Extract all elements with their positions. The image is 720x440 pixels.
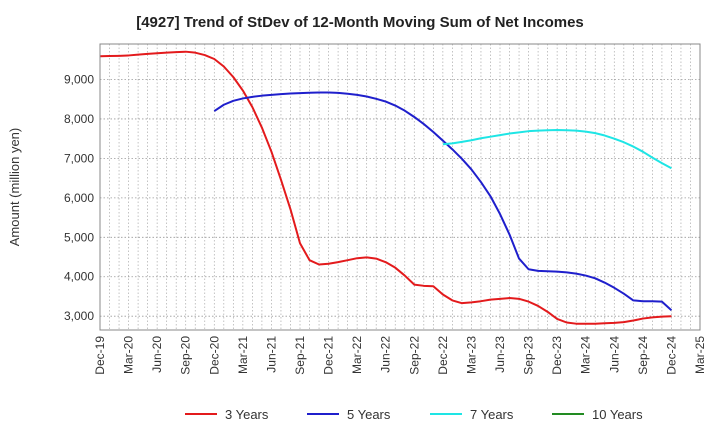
- legend-label-3-years: 3 Years: [225, 407, 269, 422]
- chart-title: [4927] Trend of StDev of 12-Month Moving…: [136, 14, 584, 31]
- grid: [100, 44, 700, 330]
- x-tick-labels: Dec-19 Mar-20 Jun-20 Sep-20 Dec-20 Mar-21 Jun-…: [93, 336, 707, 375]
- y-tick-label: 7,000: [64, 151, 94, 165]
- y-axis-label: Amount (million yen): [7, 128, 22, 247]
- x-tick-label: Sep-21: [293, 336, 307, 375]
- x-tick-label: Mar-25: [693, 336, 707, 374]
- y-tick-label: 5,000: [64, 230, 94, 244]
- x-tick-label: Jun-23: [493, 336, 507, 373]
- x-tick-label: Dec-19: [93, 336, 107, 375]
- x-tick-label: Jun-21: [264, 336, 278, 373]
- legend-label-10-years: 10 Years: [592, 407, 643, 422]
- x-tick-label: Dec-24: [664, 336, 678, 375]
- x-tick-label: Mar-20: [122, 336, 136, 374]
- y-tick-label: 4,000: [64, 270, 94, 284]
- x-tick-label: Sep-24: [636, 336, 650, 375]
- x-tick-label: Dec-21: [322, 336, 336, 375]
- x-tick-label: Mar-23: [464, 336, 478, 374]
- series-lines: [99, 50, 673, 325]
- legend: 3 Years 5 Years 7 Years 10 Years: [185, 407, 643, 422]
- y-tick-label: 9,000: [64, 73, 94, 87]
- y-tick-label: 6,000: [64, 191, 94, 205]
- legend-label-7-years: 7 Years: [470, 407, 514, 422]
- plot-border: [99, 43, 701, 331]
- series-line-3-years: [99, 50, 672, 325]
- x-tick-label: Dec-23: [550, 336, 564, 375]
- x-tick-label: Dec-22: [436, 336, 450, 375]
- x-tick-label: Sep-22: [407, 336, 421, 375]
- series-line-7-years: [442, 129, 672, 170]
- x-tick-label: Sep-23: [522, 336, 536, 375]
- x-tick-label: Mar-21: [236, 336, 250, 374]
- series-line-5-years: [213, 91, 673, 312]
- x-tick-label: Jun-24: [607, 336, 621, 373]
- x-tick-label: Mar-22: [350, 336, 364, 374]
- y-tick-label: 3,000: [64, 309, 94, 323]
- x-tick-label: Jun-22: [379, 336, 393, 373]
- x-tick-label: Dec-20: [207, 336, 221, 375]
- legend-label-5-years: 5 Years: [347, 407, 391, 422]
- x-tick-label: Sep-20: [179, 336, 193, 375]
- y-tick-labels: 3,000 4,000 5,000 6,000 7,000 8,000 9,000: [64, 73, 94, 324]
- plot-area: [99, 43, 701, 331]
- y-tick-label: 8,000: [64, 112, 94, 126]
- x-tick-label: Mar-24: [579, 336, 593, 374]
- x-tick-label: Jun-20: [150, 336, 164, 373]
